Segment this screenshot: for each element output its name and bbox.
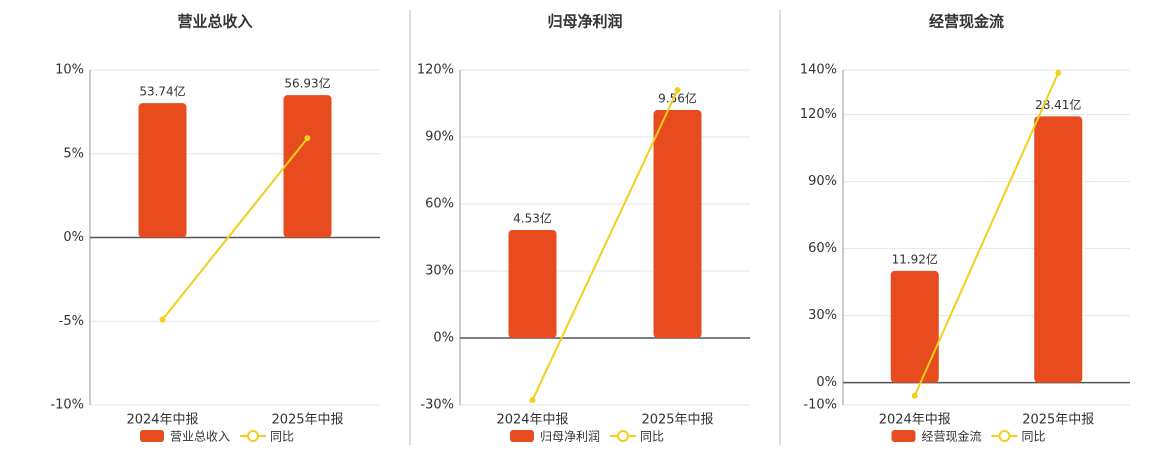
y-tick-label: 10%: [55, 63, 84, 78]
bar: [283, 95, 332, 238]
legend-swatch: [891, 430, 916, 442]
value-label: 56.93亿: [284, 76, 330, 91]
x-tick-label: 2024年中报: [879, 413, 951, 428]
point: [304, 135, 311, 142]
point: [159, 316, 166, 323]
y-tick-label: 60%: [808, 241, 837, 256]
y-tick-label: 90%: [425, 130, 454, 145]
legend-label: 同比: [270, 430, 294, 444]
value-label: 9.56亿: [658, 91, 697, 106]
legend-label: 同比: [640, 430, 664, 444]
legend-label: 营业总收入: [170, 430, 230, 444]
line: [531, 89, 679, 401]
legend-marker: [998, 430, 1011, 442]
legend-label: 归母净利润: [540, 430, 600, 444]
legend-swatch: [510, 430, 534, 442]
legend-swatch: [140, 430, 164, 442]
point: [911, 392, 918, 399]
y-tick-label: 0%: [63, 230, 84, 245]
line: [161, 137, 309, 321]
y-tick-label: 5%: [63, 146, 84, 161]
bar: [653, 110, 702, 338]
y-tick-label: -5%: [59, 314, 84, 329]
y-tick-label: 30%: [425, 264, 454, 279]
bar: [890, 270, 939, 383]
legend-marker: [617, 430, 629, 442]
bar: [1034, 116, 1083, 383]
bar: [138, 103, 187, 238]
legend-marker: [247, 430, 259, 442]
chart-title: 营业总收入: [177, 13, 252, 31]
y-tick-label: 30%: [808, 308, 837, 323]
value-label: 4.53亿: [513, 210, 552, 225]
y-tick-label: -30%: [420, 398, 454, 413]
y-tick-label: -10%: [50, 398, 84, 413]
y-tick-label: 140%: [800, 63, 837, 78]
y-tick-label: -10%: [803, 398, 837, 413]
bar: [508, 229, 557, 338]
x-tick-label: 2025年中报: [271, 413, 343, 428]
chart-title: 经营现金流: [929, 13, 1004, 31]
x-tick-label: 2025年中报: [641, 413, 713, 428]
legend-label: 经营现金流: [922, 429, 982, 444]
y-tick-label: 60%: [425, 197, 454, 212]
legend-label: 同比: [1022, 430, 1046, 444]
y-tick-label: 120%: [417, 63, 454, 78]
y-tick-label: 0%: [816, 375, 837, 390]
y-tick-label: 0%: [433, 331, 454, 346]
y-tick-label: 120%: [800, 107, 837, 122]
y-tick-label: 90%: [808, 174, 837, 189]
point: [1055, 69, 1062, 76]
chart-title: 归母净利润: [547, 13, 622, 31]
point: [529, 397, 536, 404]
x-tick-label: 2024年中报: [496, 413, 568, 428]
value-label: 11.92亿: [892, 251, 938, 266]
value-label: 53.74亿: [139, 84, 185, 99]
line: [913, 72, 1060, 397]
x-tick-label: 2024年中报: [126, 413, 198, 428]
point: [674, 87, 681, 94]
x-tick-label: 2025年中报: [1022, 413, 1094, 428]
